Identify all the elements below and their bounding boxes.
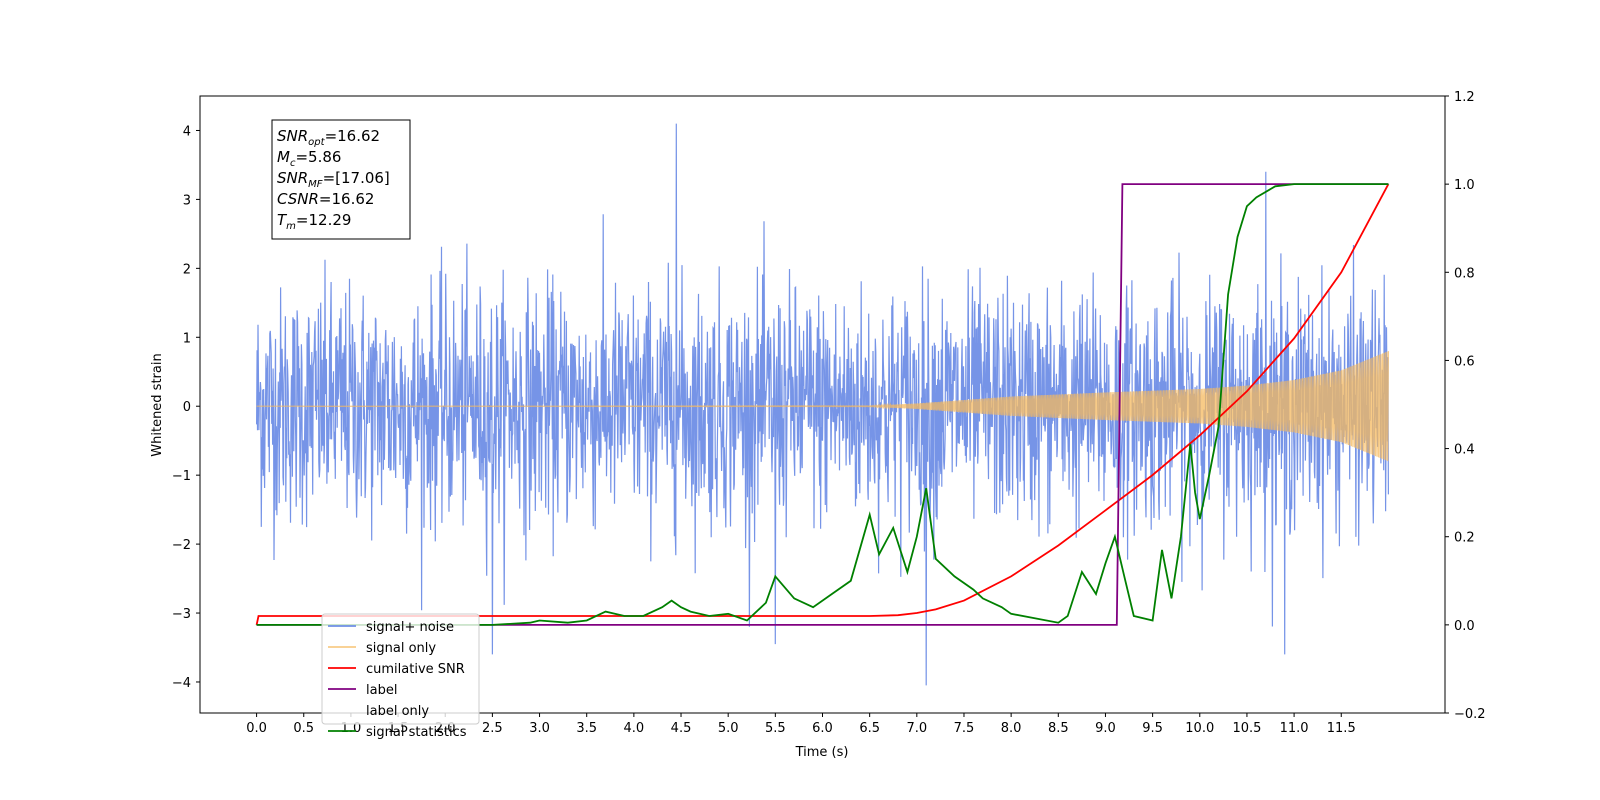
y-tick-label: −3: [172, 607, 191, 622]
y2-tick-label: 0.0: [1454, 619, 1475, 634]
legend-label: label: [366, 683, 397, 698]
annotation-line: Tm=12.29: [277, 211, 351, 232]
annotation-line: CSNR=16.62: [277, 190, 374, 208]
y2-tick-label: −0.2: [1454, 707, 1486, 722]
series-signal-statistics: [256, 183, 1389, 626]
x-tick-label: 8.5: [1048, 721, 1069, 736]
x-tick-label: 0.5: [293, 721, 314, 736]
y-tick-label: −4: [172, 676, 191, 691]
x-tick-label: 6.0: [812, 721, 833, 736]
annotation-line: Mc=5.86: [277, 148, 341, 169]
y-tick-label: 3: [183, 193, 191, 208]
x-tick-label: 6.5: [859, 721, 880, 736]
y-tick-label: 1: [183, 331, 191, 346]
y2-tick-label: 1.0: [1454, 178, 1475, 193]
y-tick-label: −1: [172, 469, 191, 484]
x-tick-label: 1.5: [388, 721, 409, 736]
y-axis-left: −4 −3 −2 −1 0 1 2 3 4: [172, 124, 200, 691]
x-tick-label: 11.0: [1280, 721, 1309, 736]
y2-tick-label: 0.2: [1454, 531, 1475, 546]
x-tick-label: 7.5: [954, 721, 975, 736]
legend-label: signal only: [366, 641, 436, 656]
x-tick-label: 2.5: [482, 721, 503, 736]
annotation-frame: [271, 119, 411, 240]
x-tick-label: 3.0: [529, 721, 550, 736]
y-tick-label: 2: [183, 262, 191, 277]
series-cumulative-snr: [255, 183, 1390, 626]
y2-tick-label: 0.4: [1454, 443, 1475, 458]
y-tick-label: −2: [172, 538, 191, 553]
x-tick-label: 5.5: [765, 721, 786, 736]
x-tick-label: 8.0: [1001, 721, 1022, 736]
annotation-box: SNRopt=16.62Mc=5.86SNRMF=[17.06]CSNR=16.…: [271, 119, 411, 240]
x-axis-label: Time (s): [795, 745, 849, 760]
x-tick-label: 1.0: [341, 721, 362, 736]
x-tick-label: 5.0: [718, 721, 739, 736]
y2-tick-label: 0.8: [1454, 266, 1475, 281]
series-label: [256, 183, 1389, 626]
x-tick-label: 4.5: [671, 721, 692, 736]
x-tick-label: 3.5: [576, 721, 597, 736]
legend-label: signal+ noise: [366, 620, 454, 635]
x-tick-label: 9.5: [1142, 721, 1163, 736]
y2-tick-label: 1.2: [1454, 90, 1475, 105]
annotation-line: SNRMF=[17.06]: [277, 169, 390, 190]
plot-area: [255, 123, 1390, 686]
x-tick-label: 9.0: [1095, 721, 1116, 736]
y-tick-label: 4: [183, 124, 191, 139]
x-tick-label: 2.0: [435, 721, 456, 736]
legend-frame: [321, 613, 480, 725]
series-signal-noise: [256, 123, 1389, 686]
x-tick-label: 7.0: [906, 721, 927, 736]
y-tick-label: 0: [183, 400, 191, 415]
y-axis-label: Whitened strain: [150, 353, 165, 456]
x-tick-label: 10.0: [1185, 721, 1214, 736]
x-tick-label: 11.5: [1327, 721, 1356, 736]
x-tick-label: 10.5: [1232, 721, 1261, 736]
legend-label: signal statistics: [366, 725, 467, 740]
series-signal-only: [256, 351, 1389, 462]
legend-label: cumilative SNR: [366, 662, 465, 677]
legend: signal+ noise signal only cumilative SNR la…: [321, 613, 480, 740]
y-axis-right: −0.2 0.0 0.2 0.4 0.6 0.8 1.0 1.2: [1445, 90, 1486, 722]
y2-tick-label: 0.6: [1454, 354, 1475, 369]
x-axis: 0.0 0.5 1.0 1.5 2.0 2.5 3.0 3.5 4.0 4.5 5.0 5.5 6.0 6…: [246, 713, 1356, 736]
x-tick-label: 0.0: [246, 721, 267, 736]
x-tick-label: 4.0: [624, 721, 645, 736]
legend-label: label only: [366, 704, 429, 719]
annotation-line: SNRopt=16.62: [277, 127, 380, 148]
